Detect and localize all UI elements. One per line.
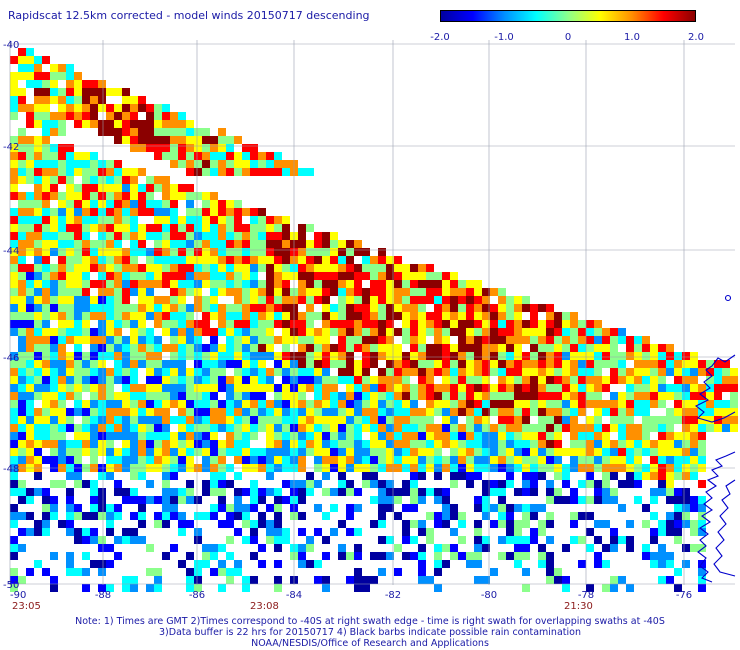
y-tick-label: -44 — [3, 246, 19, 257]
coastline — [694, 294, 736, 583]
x-axis-labels: -90 -88 -86 -84 -82 -80 -78 -76 — [10, 590, 692, 601]
y-tick-label: -50 — [3, 580, 19, 591]
chart-title: Rapidscat 12.5km corrected - model winds… — [8, 9, 370, 22]
colorbar-gradient — [440, 10, 696, 22]
y-tick-label: -42 — [3, 142, 19, 153]
x-tick-label: -88 — [95, 590, 111, 601]
colorbar-tick: 1.0 — [624, 32, 640, 43]
colorbar-tick: 0 — [564, 32, 572, 43]
wind-map: -90 -88 -86 -84 -82 -80 -78 -76 -40 -42 -44 -46 -48… — [3, 40, 738, 612]
colorbar: -2.0 -1.0 0 1.0 2.0 — [430, 10, 704, 43]
time-label: 23:05 — [12, 601, 41, 612]
x-tick-label: -80 — [481, 590, 497, 601]
time-label: 21:30 — [564, 601, 593, 612]
x-tick-label: -84 — [286, 590, 302, 601]
footnote-line: NOAA/NESDIS/Office of Research and Appli… — [251, 638, 489, 649]
x-tick-label: -76 — [676, 590, 692, 601]
footnote-line: 3)Data buffer is 22 hrs for 20150717 4) … — [159, 627, 581, 638]
y-tick-label: -48 — [3, 464, 19, 475]
y-axis-labels: -40 -42 -44 -46 -48 -50 — [3, 40, 19, 591]
map-grid — [9, 40, 735, 585]
x-tick-label: -90 — [10, 590, 26, 601]
y-tick-label: -46 — [3, 353, 19, 364]
wind-cells — [10, 48, 738, 592]
y-tick-label: -40 — [3, 40, 19, 51]
x-tick-label: -78 — [578, 590, 594, 601]
colorbar-tick: -1.0 — [494, 32, 514, 43]
x-tick-label: -82 — [385, 590, 401, 601]
colorbar-tick: -2.0 — [430, 32, 450, 43]
time-label: 23:08 — [250, 601, 279, 612]
colorbar-tick: 2.0 — [688, 32, 704, 43]
footnote-line: Note: 1) Times are GMT 2)Times correspon… — [75, 616, 665, 627]
footnote: Note: 1) Times are GMT 2)Times correspon… — [0, 616, 740, 649]
x-tick-label: -86 — [189, 590, 205, 601]
